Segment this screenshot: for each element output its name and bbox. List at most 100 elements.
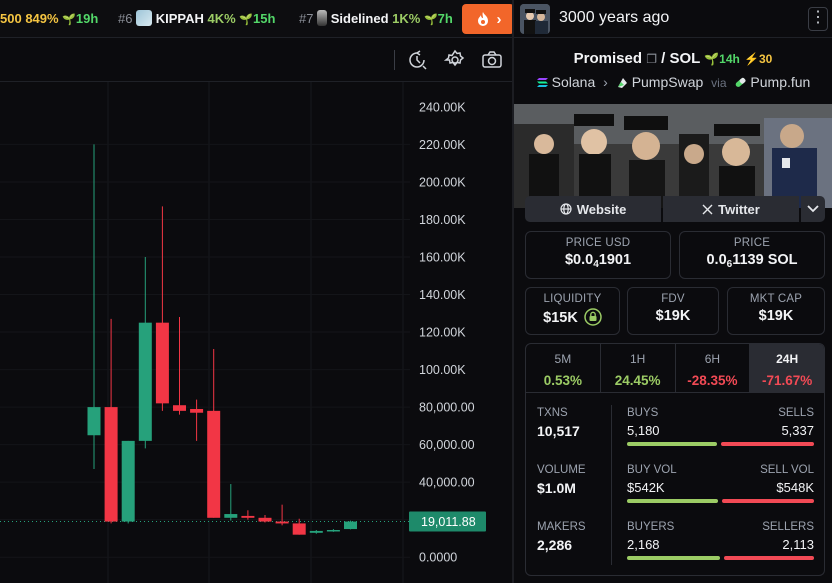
- candle-body: [275, 521, 289, 524]
- ticker-item[interactable]: #6 KIPPAH 4K% 🌱15h: [118, 0, 275, 37]
- pumpswap-icon: [617, 78, 627, 88]
- ticker-item[interactable]: 500 849% 🌱19h: [0, 0, 99, 37]
- via-label: via: [711, 76, 727, 90]
- sell-vol-bar: [721, 499, 814, 503]
- y-axis-label: 180.00K: [419, 213, 466, 227]
- sprout-icon: 🌱: [423, 14, 438, 26]
- more-icon[interactable]: ⋮: [808, 7, 828, 31]
- period-change: -71.67%: [761, 373, 813, 388]
- y-axis-label: 80,000.00: [419, 401, 475, 415]
- ticker-pct: 4K%: [207, 11, 236, 26]
- liquidity-value-row: $15K: [526, 308, 619, 326]
- token-avatar: [136, 10, 153, 26]
- buyers-value: 2,168: [627, 537, 660, 552]
- toolbar-divider: [394, 50, 395, 70]
- period-label: 5M: [554, 352, 572, 366]
- candle-body: [241, 515, 255, 518]
- website-button[interactable]: Website: [525, 196, 661, 222]
- copy-icon[interactable]: ❐: [646, 52, 657, 66]
- replay-icon[interactable]: [405, 48, 429, 72]
- liquidity-label: LIQUIDITY: [543, 293, 602, 305]
- buy-vol-bar: [627, 499, 718, 503]
- buys-sells-bar: [627, 442, 814, 450]
- market-cap-label: MKT CAP: [749, 293, 803, 305]
- gear-icon[interactable]: [443, 48, 467, 72]
- sprout-icon: 🌱: [239, 14, 254, 26]
- token-title: Promised ❐ / SOL 🌱14h ⚡30: [573, 50, 773, 67]
- fire-icon: [477, 12, 488, 26]
- chain-name[interactable]: Solana: [551, 74, 596, 90]
- candle-body: [344, 521, 357, 530]
- panel-divider: [512, 0, 514, 583]
- makers-label: MAKERS: [537, 521, 586, 533]
- y-axis-label: 120.00K: [419, 326, 466, 340]
- buy-vol-label: BUY VOL: [627, 464, 677, 476]
- market-cap-value: $19K: [758, 308, 794, 324]
- tab-24h[interactable]: 24H -71.67%: [750, 344, 824, 392]
- chevron-down-icon[interactable]: [801, 196, 825, 222]
- boost-icon: ⚡: [744, 52, 759, 66]
- ticker-age: 7h: [437, 11, 453, 26]
- y-axis-label: 240.00K: [419, 100, 466, 114]
- token-name: Promised: [573, 50, 643, 67]
- volume-stat: VOLUME $1.0M: [537, 464, 586, 496]
- period-change: 24.45%: [614, 373, 661, 388]
- sprout-icon: 🌱: [62, 14, 76, 26]
- volume-label: VOLUME: [537, 464, 586, 476]
- period-label: 24H: [776, 352, 799, 366]
- website-label: Website: [576, 201, 627, 217]
- social-links: Website Twitter: [525, 196, 825, 222]
- candle-body: [190, 408, 204, 413]
- sellers-bar: [723, 556, 814, 560]
- pair-avatar: [520, 4, 550, 34]
- candlestick-chart: 240.00K 220.00K 200.00K 180.00K 160.00K 140.0…: [0, 82, 486, 583]
- period-change: -28.35%: [687, 373, 738, 388]
- stats-divider: [611, 405, 612, 565]
- price-usd-label: PRICE USD: [565, 237, 631, 249]
- twitter-button[interactable]: Twitter: [663, 196, 799, 222]
- globe-icon: [560, 203, 572, 215]
- candle-body: [173, 405, 186, 411]
- camera-icon[interactable]: [480, 48, 504, 72]
- ticker-name: Sidelined: [330, 11, 389, 26]
- token-panel: 3000 years ago ⋮ Promised ❐ / SOL 🌱14h ⚡…: [514, 0, 832, 583]
- makers-value: 2,286: [537, 537, 573, 553]
- tab-5m[interactable]: 5M 0.53%: [526, 344, 601, 392]
- chart-toolbar: [0, 38, 514, 82]
- price-native-box: PRICE 0.061139 SOL: [679, 231, 825, 279]
- buys-label: BUYS: [627, 407, 659, 419]
- candle-body: [104, 407, 118, 522]
- tab-6h[interactable]: 6H -28.35%: [676, 344, 751, 392]
- y-axis-label: 100.00K: [419, 363, 466, 377]
- tab-1h[interactable]: 1H 24.45%: [601, 344, 676, 392]
- solana-icon: [536, 78, 548, 87]
- buyers-label: BUYERS: [627, 521, 675, 533]
- ticker-item[interactable]: #7 Sidelined 1K% 🌱7h: [299, 0, 453, 37]
- ticker-pct: 849%: [25, 11, 59, 26]
- lock-icon[interactable]: [584, 308, 602, 326]
- buys-value: 5,180: [627, 423, 660, 438]
- y-axis-label: 220.00K: [419, 138, 466, 152]
- candle-body: [326, 529, 340, 532]
- trade-stats: TXNS 10,517 VOLUME $1.0M MAKERS 2,286 BU…: [525, 393, 825, 576]
- sprout-icon: 🌱: [704, 52, 720, 66]
- launchpad-name[interactable]: Pump.fun: [750, 74, 811, 90]
- traders-split-bar: [627, 556, 814, 564]
- panel-header: 3000 years ago ⋮: [514, 0, 832, 38]
- price-native-label: PRICE: [733, 237, 771, 249]
- sellers-label: SELLERS: [762, 521, 814, 533]
- sell-bar: [721, 442, 814, 446]
- dex-name[interactable]: PumpSwap: [631, 74, 704, 90]
- token-banner-image: [514, 104, 832, 208]
- price-chart[interactable]: 240.00K 220.00K 200.00K 180.00K 160.00K 140.0…: [0, 82, 512, 583]
- trending-button[interactable]: ›: [462, 4, 514, 34]
- ticker-name: KIPPAH: [155, 11, 204, 26]
- sellers-value: 2,113: [782, 537, 814, 552]
- token-age: 14h: [719, 52, 740, 66]
- buyers-bar: [627, 556, 720, 560]
- candle-body: [309, 530, 323, 533]
- price-native-value: 0.061139 SOL: [706, 252, 798, 270]
- chevron-right-icon: ›: [603, 74, 608, 90]
- fdv-label: FDV: [661, 293, 685, 305]
- ticker-age: 19h: [75, 11, 99, 26]
